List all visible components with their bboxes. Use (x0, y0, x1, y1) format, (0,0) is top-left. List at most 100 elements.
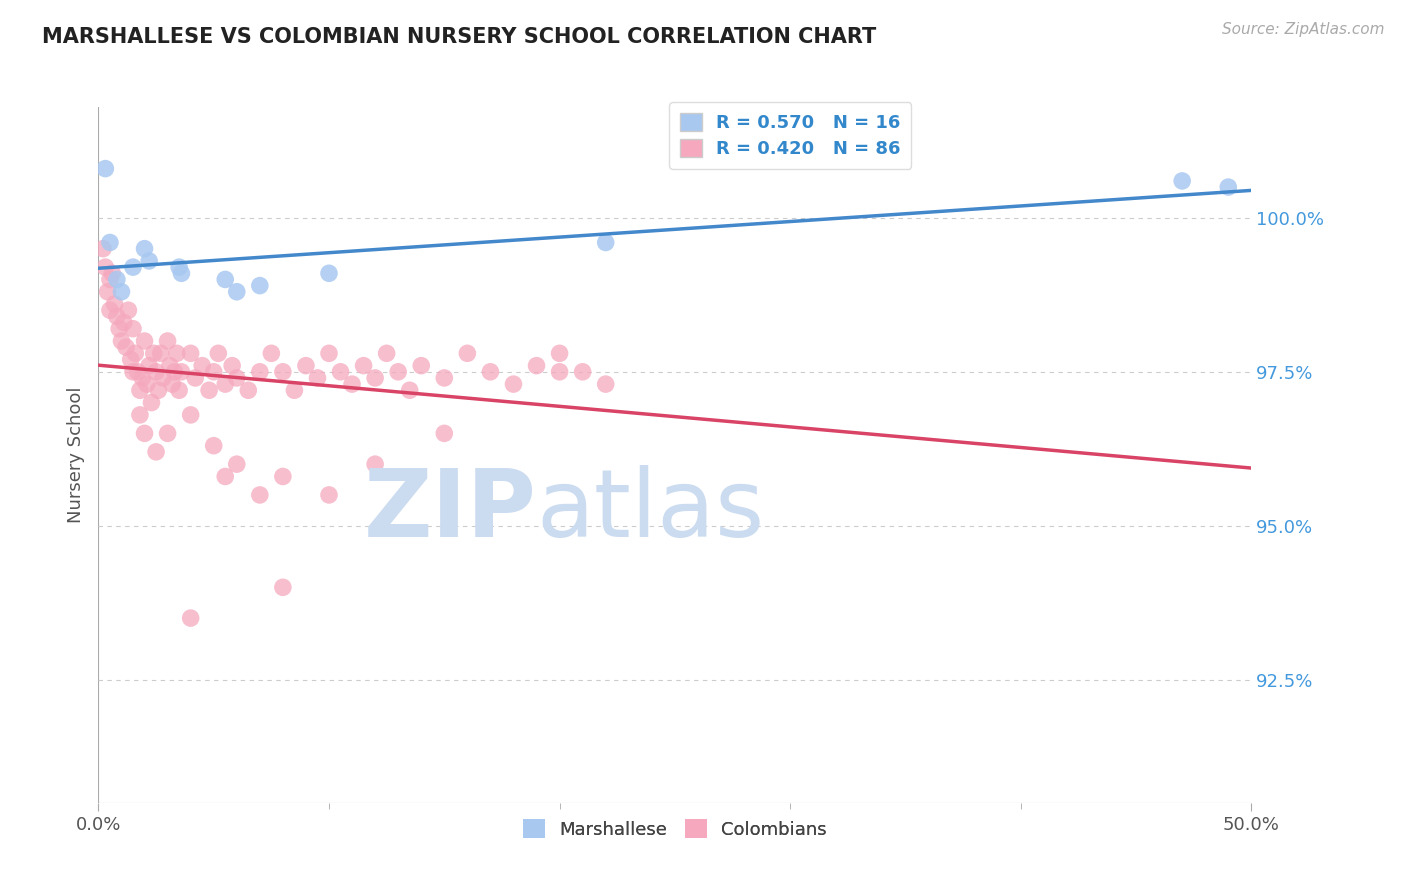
Point (249, 365, 271, 379)
Point (479, 365, 502, 379)
Point (170, 365, 193, 379)
Point (124, 346, 146, 360)
Point (329, 365, 352, 379)
Point (526, 359, 548, 373)
Point (595, 377, 617, 392)
Point (249, 488, 271, 502)
Point (152, 371, 174, 385)
Point (184, 371, 207, 385)
Point (375, 346, 398, 360)
Point (94, 161, 117, 176)
Point (214, 469, 236, 483)
Point (180, 408, 202, 422)
Point (340, 377, 363, 392)
Point (138, 359, 160, 373)
Point (595, 235, 617, 250)
Point (149, 346, 172, 360)
Point (94, 260, 117, 274)
Point (134, 426, 156, 441)
Point (295, 359, 318, 373)
Point (318, 488, 340, 502)
Point (1171, 174, 1194, 188)
Point (98, 303, 121, 318)
Point (283, 384, 305, 398)
Point (433, 426, 456, 441)
Point (163, 365, 186, 379)
Point (198, 384, 221, 398)
Point (318, 266, 340, 280)
Point (271, 469, 294, 483)
Point (98, 272, 121, 286)
Point (238, 384, 260, 398)
Point (225, 371, 247, 385)
Point (122, 321, 145, 335)
Point (131, 371, 153, 385)
Point (98, 235, 121, 250)
Point (411, 359, 433, 373)
Point (122, 365, 145, 379)
Point (214, 377, 236, 392)
Point (105, 272, 128, 286)
Text: atlas: atlas (537, 465, 765, 557)
Point (97, 285, 120, 299)
Point (548, 346, 571, 360)
Point (135, 377, 157, 392)
Point (134, 242, 156, 256)
Point (167, 260, 190, 274)
Point (122, 260, 145, 274)
Point (101, 266, 124, 280)
Point (110, 334, 132, 348)
Point (145, 445, 167, 459)
Point (364, 457, 387, 471)
Point (127, 365, 149, 379)
Point (129, 408, 152, 422)
Point (105, 310, 128, 324)
Point (214, 272, 236, 286)
Point (160, 377, 183, 392)
Point (141, 395, 163, 409)
Point (148, 384, 170, 398)
Point (191, 359, 214, 373)
Point (145, 365, 167, 379)
Point (180, 611, 202, 625)
Point (180, 346, 202, 360)
Point (142, 346, 165, 360)
Point (110, 285, 132, 299)
Point (156, 426, 179, 441)
Point (166, 346, 188, 360)
Text: ZIP: ZIP (364, 465, 537, 557)
Point (502, 377, 524, 392)
Point (159, 359, 181, 373)
Point (138, 254, 160, 268)
Point (387, 365, 409, 379)
Point (221, 359, 243, 373)
Point (571, 365, 593, 379)
Y-axis label: Nursery School: Nursery School (66, 386, 84, 524)
Point (398, 384, 420, 398)
Point (271, 580, 294, 594)
Point (548, 365, 571, 379)
Point (364, 371, 387, 385)
Point (202, 365, 225, 379)
Point (112, 316, 135, 330)
Point (433, 371, 456, 385)
Point (307, 371, 329, 385)
Point (134, 334, 156, 348)
Point (103, 297, 125, 311)
Point (225, 457, 247, 471)
Point (170, 266, 193, 280)
Point (156, 334, 179, 348)
Legend: Marshallese, Colombians: Marshallese, Colombians (516, 812, 834, 846)
Point (202, 439, 225, 453)
Point (129, 384, 152, 398)
Point (167, 384, 190, 398)
Point (115, 340, 138, 354)
Point (207, 346, 229, 360)
Point (108, 321, 131, 335)
Point (249, 278, 271, 293)
Point (225, 285, 247, 299)
Text: Source: ZipAtlas.com: Source: ZipAtlas.com (1222, 22, 1385, 37)
Point (353, 359, 375, 373)
Point (271, 365, 294, 379)
Point (318, 346, 340, 360)
